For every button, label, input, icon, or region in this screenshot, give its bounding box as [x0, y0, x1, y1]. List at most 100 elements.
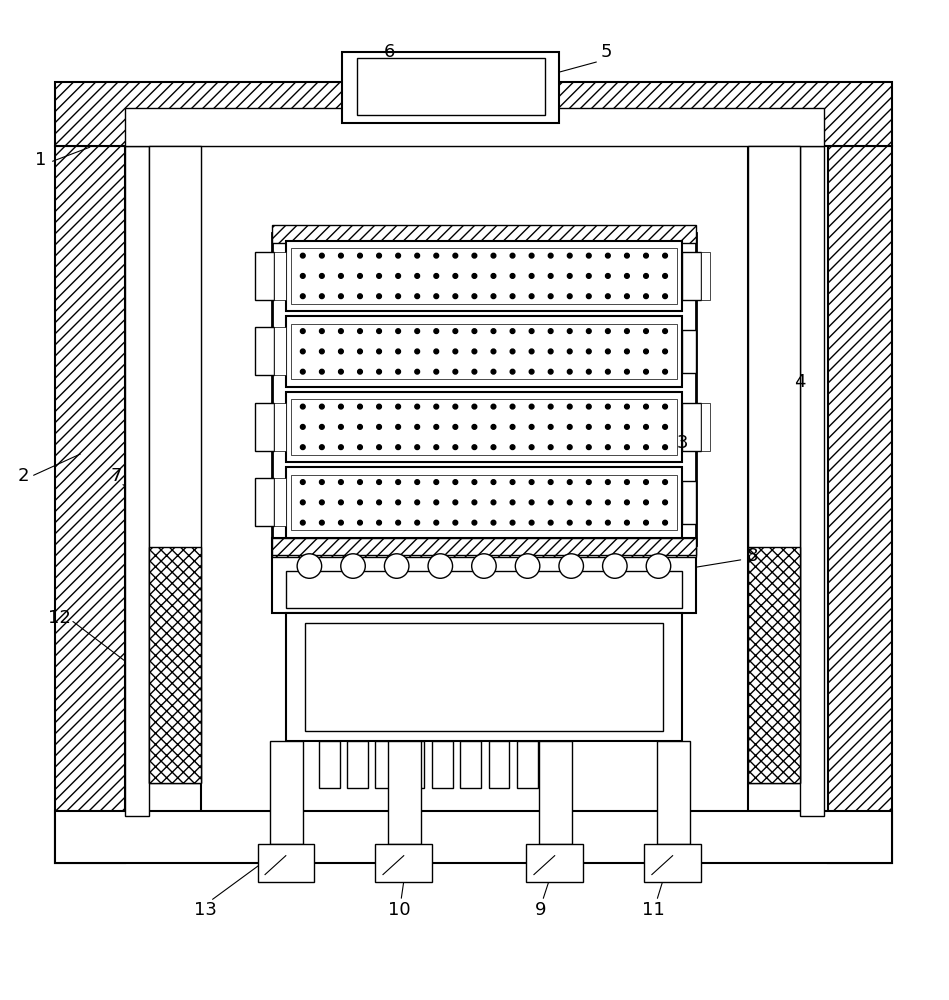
- Circle shape: [568, 369, 572, 374]
- Bar: [273, 252, 286, 300]
- Circle shape: [396, 500, 400, 505]
- Bar: [55, 82, 892, 146]
- Circle shape: [472, 349, 476, 354]
- Bar: [149, 146, 201, 783]
- Circle shape: [301, 404, 306, 409]
- Circle shape: [377, 349, 381, 354]
- Circle shape: [320, 349, 325, 354]
- Circle shape: [358, 274, 363, 278]
- Circle shape: [511, 404, 515, 409]
- Circle shape: [643, 445, 648, 450]
- Circle shape: [492, 445, 495, 450]
- Circle shape: [643, 329, 648, 333]
- Circle shape: [643, 253, 648, 258]
- Circle shape: [472, 480, 476, 484]
- Text: 12: 12: [48, 609, 71, 627]
- Circle shape: [511, 500, 515, 505]
- Circle shape: [624, 425, 629, 429]
- Circle shape: [358, 520, 363, 525]
- Bar: [55, 146, 125, 863]
- Circle shape: [434, 349, 438, 354]
- Circle shape: [415, 445, 419, 450]
- Circle shape: [396, 445, 400, 450]
- Circle shape: [643, 404, 648, 409]
- Bar: [271, 538, 697, 555]
- Circle shape: [549, 425, 553, 429]
- Circle shape: [586, 480, 591, 484]
- Text: 11: 11: [642, 901, 665, 919]
- Circle shape: [301, 500, 306, 505]
- Circle shape: [453, 294, 457, 299]
- Bar: [347, 741, 368, 788]
- Circle shape: [453, 445, 457, 450]
- Circle shape: [530, 329, 534, 333]
- Bar: [748, 547, 800, 783]
- Circle shape: [662, 445, 667, 450]
- Circle shape: [662, 480, 667, 484]
- Circle shape: [453, 253, 457, 258]
- Bar: [290, 324, 678, 379]
- Circle shape: [568, 253, 572, 258]
- Circle shape: [605, 404, 610, 409]
- Bar: [319, 741, 340, 788]
- Circle shape: [643, 500, 648, 505]
- Circle shape: [530, 404, 534, 409]
- Circle shape: [472, 253, 476, 258]
- Circle shape: [453, 425, 457, 429]
- Circle shape: [472, 520, 476, 525]
- Circle shape: [603, 554, 627, 578]
- Circle shape: [605, 294, 610, 299]
- Circle shape: [549, 369, 553, 374]
- Circle shape: [358, 349, 363, 354]
- Circle shape: [559, 554, 584, 578]
- Text: 4: 4: [794, 373, 806, 391]
- Circle shape: [492, 253, 495, 258]
- Circle shape: [568, 274, 572, 278]
- Circle shape: [511, 329, 515, 333]
- Bar: [286, 392, 682, 462]
- Circle shape: [472, 369, 476, 374]
- Text: 8: 8: [747, 547, 758, 565]
- Circle shape: [320, 369, 325, 374]
- Circle shape: [472, 404, 476, 409]
- Circle shape: [339, 480, 344, 484]
- Circle shape: [472, 445, 476, 450]
- Bar: [271, 225, 697, 243]
- Circle shape: [643, 520, 648, 525]
- Circle shape: [339, 445, 344, 450]
- Circle shape: [415, 480, 419, 484]
- Bar: [55, 811, 892, 863]
- Circle shape: [586, 329, 591, 333]
- Circle shape: [377, 294, 381, 299]
- Bar: [403, 741, 424, 788]
- Circle shape: [530, 253, 534, 258]
- Circle shape: [492, 500, 495, 505]
- Circle shape: [492, 294, 495, 299]
- Text: 5: 5: [601, 43, 612, 61]
- Circle shape: [415, 329, 419, 333]
- Circle shape: [358, 404, 363, 409]
- Circle shape: [339, 253, 344, 258]
- Circle shape: [320, 500, 325, 505]
- Circle shape: [624, 253, 629, 258]
- Circle shape: [511, 480, 515, 484]
- Circle shape: [549, 294, 553, 299]
- Circle shape: [358, 425, 363, 429]
- Circle shape: [624, 349, 629, 354]
- Circle shape: [396, 425, 400, 429]
- Circle shape: [358, 329, 363, 333]
- Circle shape: [586, 294, 591, 299]
- Circle shape: [472, 274, 476, 278]
- Circle shape: [586, 425, 591, 429]
- Circle shape: [377, 404, 381, 409]
- Circle shape: [415, 349, 419, 354]
- Circle shape: [472, 500, 476, 505]
- Circle shape: [434, 274, 438, 278]
- Circle shape: [530, 425, 534, 429]
- Circle shape: [530, 349, 534, 354]
- Circle shape: [415, 294, 419, 299]
- Bar: [682, 330, 697, 373]
- Circle shape: [586, 520, 591, 525]
- Bar: [800, 146, 824, 816]
- Bar: [273, 478, 286, 526]
